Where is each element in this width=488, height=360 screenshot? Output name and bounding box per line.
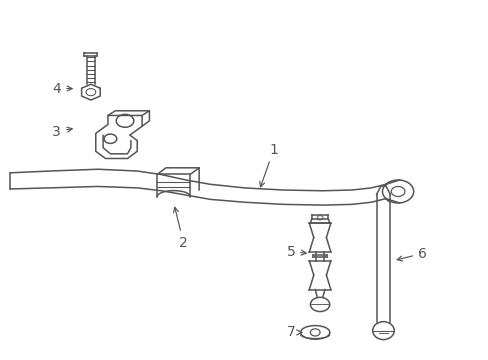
Text: 2: 2 [173,207,187,250]
Text: 6: 6 [396,247,426,261]
Text: 3: 3 [52,125,72,139]
Text: 4: 4 [52,82,72,95]
Text: 5: 5 [286,245,305,259]
Text: 1: 1 [259,143,278,187]
Text: 7: 7 [286,325,301,339]
